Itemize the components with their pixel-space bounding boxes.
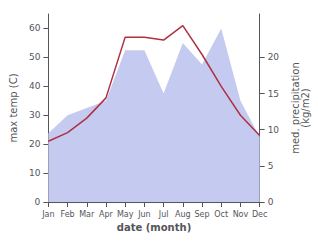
svg-text:50: 50 [29,52,41,62]
svg-text:May: May [117,210,134,219]
svg-text:med. precipitation: med. precipitation [289,62,301,154]
svg-text:30: 30 [29,110,41,120]
svg-text:15: 15 [268,89,279,99]
svg-text:Jan: Jan [41,210,54,219]
svg-text:Aug: Aug [175,210,191,219]
svg-text:20: 20 [268,52,280,62]
svg-text:Apr: Apr [99,210,114,219]
svg-text:Nov: Nov [233,210,249,219]
svg-text:60: 60 [29,23,41,33]
svg-text:Mar: Mar [79,210,95,219]
svg-text:Feb: Feb [60,210,74,219]
svg-text:Jun: Jun [137,210,151,219]
svg-text:20: 20 [29,139,41,149]
svg-text:0: 0 [268,197,274,207]
svg-text:10: 10 [29,168,41,178]
svg-text:5: 5 [268,161,274,171]
svg-text:date (month): date (month) [117,222,191,233]
svg-text:Dec: Dec [252,210,267,219]
svg-text:Oct: Oct [214,210,228,219]
svg-text:max temp (C): max temp (C) [8,73,19,142]
svg-text:Sep: Sep [194,210,209,219]
svg-text:10: 10 [268,125,280,135]
svg-text:0: 0 [35,197,41,207]
svg-text:Jul: Jul [158,210,169,219]
svg-text:40: 40 [29,81,41,91]
svg-text:(kg/m2): (kg/m2) [300,88,311,128]
